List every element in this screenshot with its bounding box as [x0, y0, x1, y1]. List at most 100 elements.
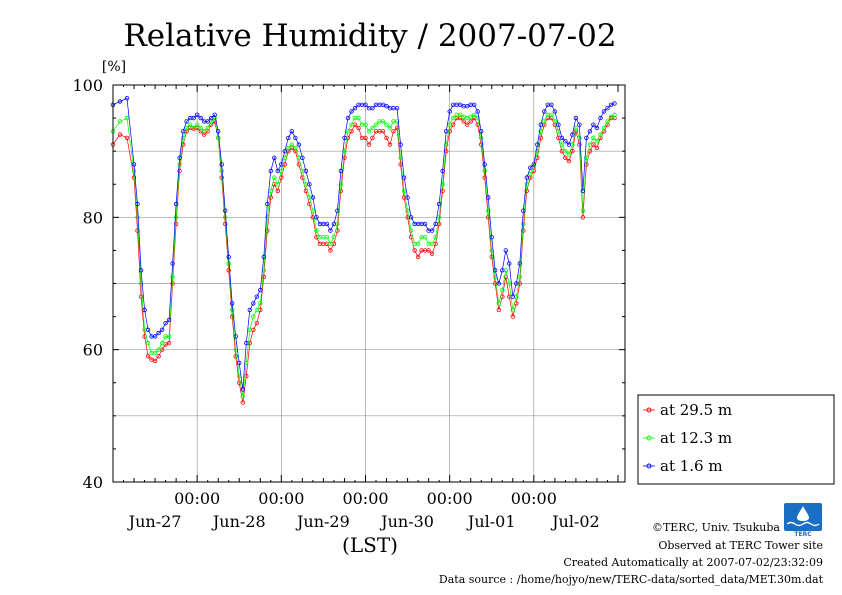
data-point [152, 350, 158, 356]
y-axis-unit: [%] [102, 59, 126, 75]
data-point [173, 201, 179, 207]
data-point [566, 142, 572, 147]
data-point [219, 162, 224, 167]
data-point [426, 248, 431, 253]
data-point [591, 135, 596, 141]
data-point [405, 195, 410, 200]
data-point [349, 122, 354, 127]
data-point [486, 208, 491, 213]
data-point [201, 129, 207, 134]
data-point [517, 261, 522, 266]
data-point [131, 175, 137, 180]
data-point [573, 115, 579, 121]
data-point [138, 294, 144, 299]
data-point [170, 261, 175, 266]
data-point [394, 119, 400, 124]
data-point [345, 129, 351, 134]
data-point [387, 125, 393, 131]
data-point [584, 155, 589, 160]
data-point [338, 168, 344, 174]
data-point [219, 168, 224, 174]
data-point [538, 135, 543, 141]
legend-label: at 12.3 m [660, 429, 732, 447]
data-point [275, 188, 280, 194]
x-time-label: 00:00 [174, 489, 220, 508]
data-point [521, 221, 526, 227]
data-point [194, 122, 200, 127]
data-point [310, 195, 316, 200]
x-time-label: 00:00 [258, 489, 304, 508]
data-point [272, 155, 277, 160]
data-point [366, 129, 372, 134]
data-point [380, 129, 386, 134]
data-point [145, 354, 151, 359]
data-point [247, 307, 252, 313]
data-point [496, 301, 501, 306]
data-point [163, 321, 168, 326]
data-point [601, 109, 607, 114]
data-point [363, 135, 368, 141]
data-point [384, 122, 389, 127]
data-point [191, 125, 196, 131]
x-date-label: Jul-02 [550, 512, 600, 531]
data-point [338, 182, 344, 187]
data-point [177, 162, 182, 167]
data-point [198, 115, 203, 121]
legend-marker [646, 435, 652, 441]
data-point [117, 119, 123, 124]
y-tick-label: 80 [83, 208, 103, 227]
data-point [135, 228, 140, 233]
data-point [342, 155, 347, 160]
x-date-label: Jun-30 [379, 512, 434, 531]
data-point [496, 307, 501, 313]
legend-label: at 29.5 m [660, 401, 732, 419]
y-axis-ticks: 40 60 80 100 [72, 76, 625, 492]
data-point [233, 334, 238, 339]
data-point [236, 360, 242, 366]
data-point [587, 129, 593, 134]
data-point [563, 155, 568, 160]
data-point [240, 393, 245, 399]
data-point [458, 112, 463, 117]
data-point [258, 287, 263, 293]
data-point [124, 95, 130, 101]
water-drop-icon [797, 506, 809, 521]
credit-observed: Observed at TERC Tower site [658, 539, 823, 552]
data-point [549, 102, 554, 107]
data-point [226, 261, 231, 266]
data-point [447, 122, 452, 127]
data-point [549, 112, 554, 117]
data-point [251, 314, 256, 319]
data-point [401, 188, 407, 194]
data-point [124, 135, 130, 141]
data-point [187, 122, 193, 127]
data-point [254, 321, 259, 326]
data-point [282, 148, 287, 154]
legend-marker [646, 463, 652, 469]
legend-marker [646, 407, 652, 413]
data-point [563, 138, 568, 144]
data-point [335, 208, 340, 213]
data-point [135, 201, 140, 207]
data-point [524, 182, 529, 187]
data-point [384, 135, 389, 141]
data-point [398, 142, 403, 147]
data-point [422, 234, 428, 240]
data-point [268, 168, 273, 174]
data-point [296, 142, 302, 147]
data-point [142, 307, 147, 313]
data-point [177, 155, 182, 160]
x-axis-label: (LST) [342, 533, 398, 557]
data-point [503, 248, 508, 253]
data-point [289, 129, 294, 134]
data-point [408, 228, 414, 233]
data-point [342, 148, 347, 154]
data-point [324, 234, 330, 240]
data-point [510, 294, 515, 299]
data-point [131, 162, 137, 167]
data-point [489, 248, 494, 253]
data-point [254, 307, 259, 313]
legend-label: at 1.6 m [660, 457, 723, 475]
data-point [563, 148, 568, 154]
data-point [598, 115, 603, 121]
